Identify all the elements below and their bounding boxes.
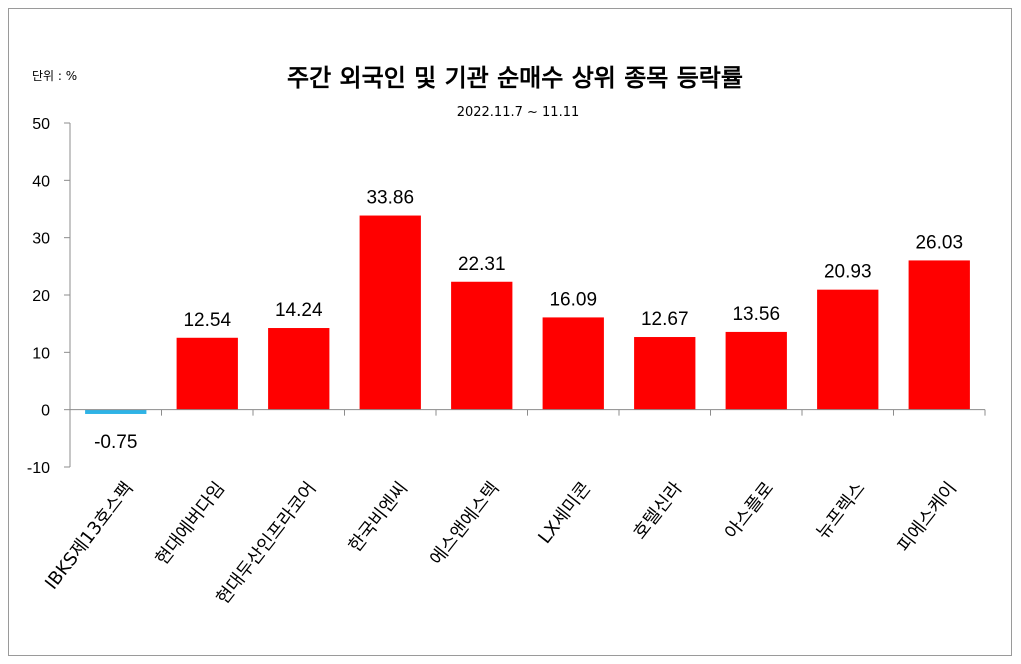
data-label: 14.24 [275,300,323,321]
category-label: IBKS제13호스팩 [41,478,138,593]
bar [268,328,330,410]
bar [634,337,696,410]
bar [725,331,787,410]
data-labels: -0.75 12.54 14.24 33.86 22.31 16.09 12.67 13.56… [94,188,963,453]
data-label: 13.56 [732,304,780,325]
y-axis-ticks: -10 0 10 20 30 40 50 [27,116,986,477]
bar [359,215,421,410]
bar [176,337,238,410]
category-label: 뉴프렉스 [812,478,869,543]
bar [817,289,879,410]
category-label: 아스플로 [721,478,778,543]
bar-series [85,215,970,414]
bar [908,260,970,410]
y-tick-label: 0 [41,403,50,420]
chart-subtitle: 2022.11.7 ~ 11.11 [457,105,580,120]
data-label: 33.86 [366,188,414,209]
data-label: 12.54 [183,310,231,331]
category-label: 현대에버다임 [151,478,229,569]
category-label: LX세미콘 [534,478,595,548]
data-label: 16.09 [549,289,597,310]
category-label: 현대두산인프라코어 [212,478,320,608]
bar [542,317,604,410]
y-tick-label: 20 [32,288,50,305]
y-tick-label: 50 [32,116,50,133]
category-label: 피에스케이 [894,478,962,556]
bar [85,409,147,414]
y-tick-label: 30 [32,231,50,248]
y-tick-label: 40 [32,173,50,190]
data-label: 26.03 [915,232,963,253]
data-label: 20.93 [824,262,872,283]
data-label: -0.75 [94,432,137,453]
bar [451,281,513,410]
category-label: 한국비엔씨 [345,478,413,556]
y-tick-label: 10 [32,345,50,362]
category-label: 호텔신라 [629,478,687,543]
unit-label: 단위 : % [32,69,77,83]
data-label: 22.31 [458,254,506,275]
chart-title: 주간 외국인 및 기관 순매수 상위 종목 등락률 [287,64,743,92]
data-label: 12.67 [641,309,689,330]
y-tick-label: -10 [27,460,50,477]
category-label: 에스앤에스텍 [426,478,504,569]
